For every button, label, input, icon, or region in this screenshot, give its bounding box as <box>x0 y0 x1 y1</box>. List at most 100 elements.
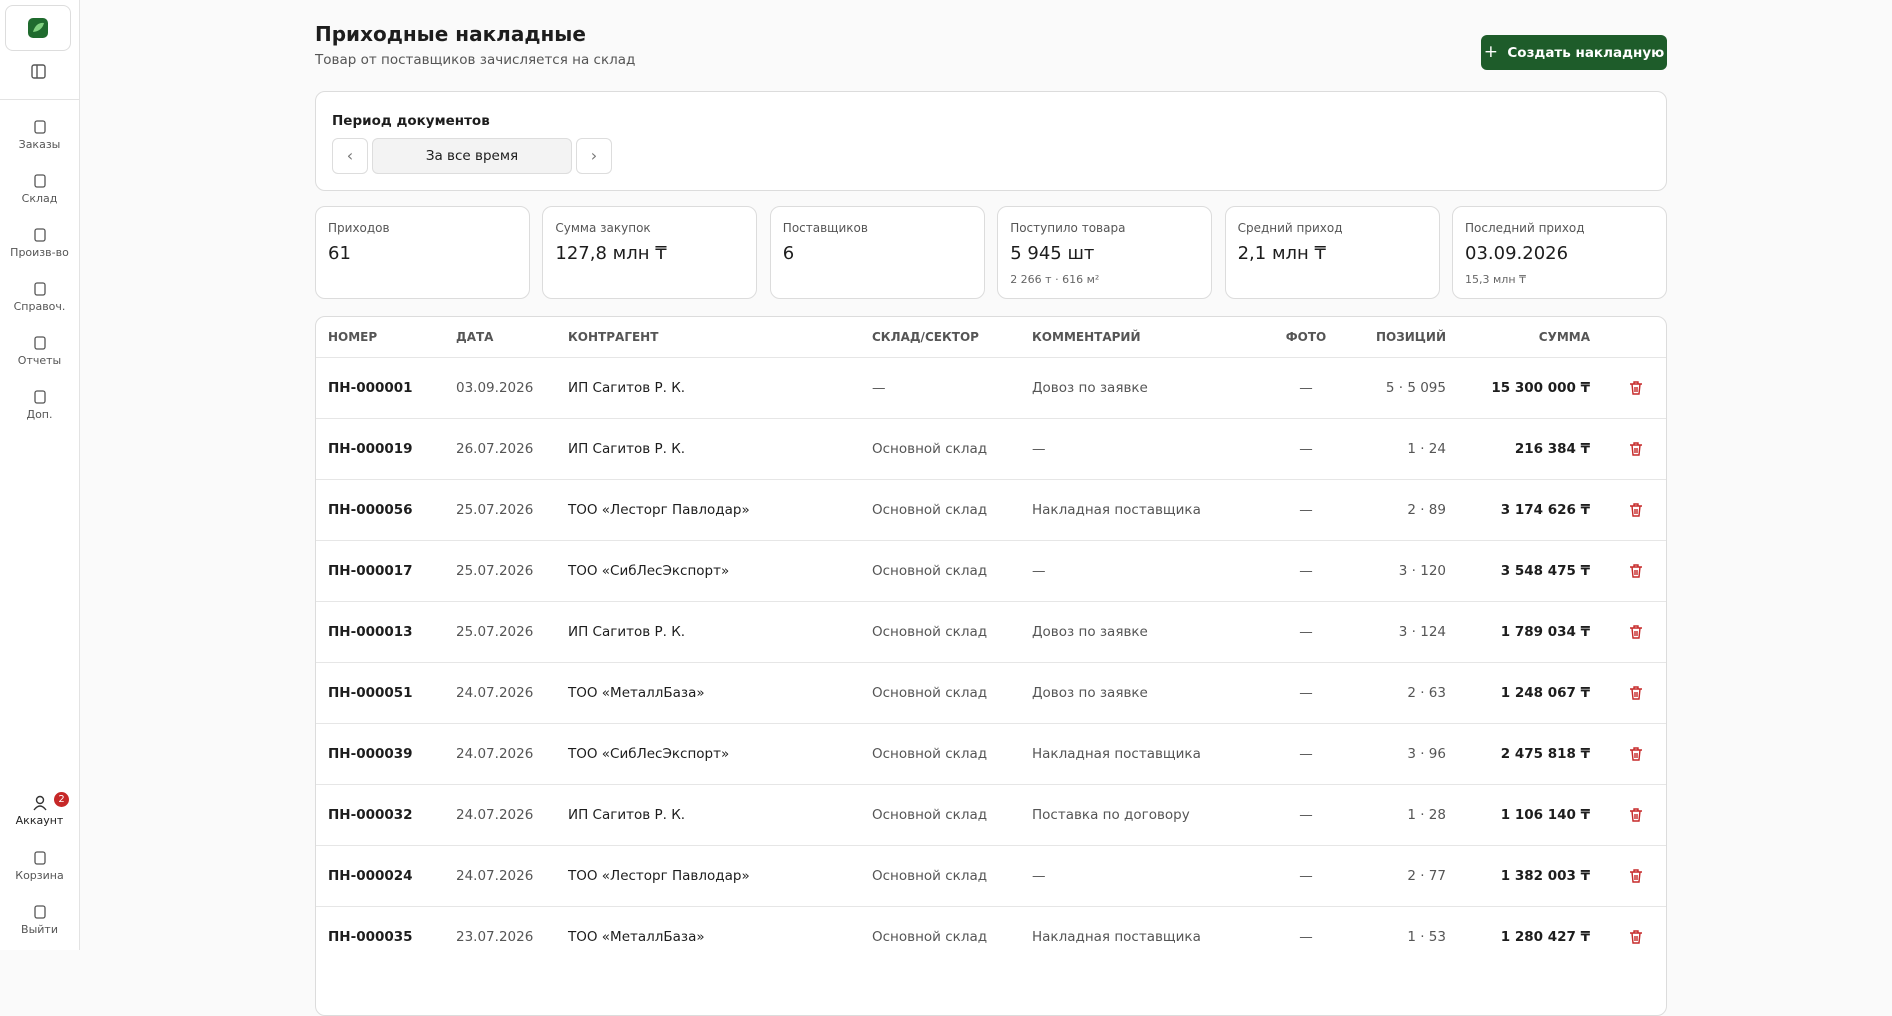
table-cell: Основной склад <box>872 868 988 884</box>
table-cell: Поставка по договору <box>1032 807 1190 823</box>
table-cell: — <box>1299 746 1313 762</box>
stat-card: Приходов 61 <box>315 206 530 299</box>
table-cell: 26.07.2026 <box>456 441 534 457</box>
sidebar: Заказы Склад Произв-во Справоч. Отчеты Доп. А… <box>0 0 80 950</box>
column-header: КОНТРАГЕНТ <box>568 330 659 344</box>
table-cell: 1 · 53 <box>1407 929 1446 945</box>
button-label: Создать накладную <box>1507 45 1665 61</box>
table-row[interactable]: ПН-000032 24.07.2026 ИП Сагитов Р. К. Основ… <box>316 784 1666 846</box>
table-cell: 3 174 626 ₸ <box>1500 502 1590 518</box>
logo[interactable] <box>5 5 71 51</box>
table-cell: Основной склад <box>872 502 988 518</box>
table-cell: ТОО «СибЛесЭкспорт» <box>568 746 730 762</box>
nav-icon <box>33 282 46 296</box>
table-cell: 2 · 89 <box>1407 502 1446 518</box>
delete-button[interactable] <box>1628 563 1644 579</box>
table-row[interactable]: ПН-000001 03.09.2026 ИП Сагитов Р. К. — Дово… <box>316 357 1666 419</box>
table-cell: 1 382 003 ₸ <box>1500 868 1590 884</box>
table-cell: 2 · 77 <box>1407 868 1446 884</box>
table-cell: Довоз по заявке <box>1032 380 1148 396</box>
table-cell: — <box>1299 685 1313 701</box>
create-button[interactable]: + Создать накладную <box>1481 35 1667 70</box>
stat-card: Средний приход 2,1 млн ₸ <box>1224 206 1440 299</box>
table-row[interactable]: ПН-000035 23.07.2026 ТОО «МеталлБаза» Основ… <box>316 906 1666 968</box>
table: НОМЕР ДАТА КОНТРАГЕНТ СКЛАД/СЕКТОР КОММЕНТАР… <box>315 316 1667 1016</box>
table-row[interactable]: ПН-000017 25.07.2026 ТОО «СибЛесЭкспорт» Ос… <box>316 540 1666 602</box>
stat-sub: 2 266 т · 616 м² <box>1010 273 1100 286</box>
next-button[interactable]: › <box>576 138 612 174</box>
table-cell: Основной склад <box>872 685 988 701</box>
nav-item[interactable]: Произв-во <box>0 227 79 259</box>
table-cell: — <box>1299 563 1313 579</box>
table-cell: 24.07.2026 <box>456 685 534 701</box>
nav-item[interactable]: Корзина <box>0 850 79 882</box>
table-row[interactable]: ПН-000019 26.07.2026 ИП Сагитов Р. К. Основ… <box>316 418 1666 480</box>
table-row[interactable]: ПН-000013 25.07.2026 ИП Сагитов Р. К. Основ… <box>316 601 1666 663</box>
nav-item[interactable]: Склад <box>0 173 79 205</box>
column-header: ДАТА <box>456 330 494 344</box>
delete-button[interactable] <box>1628 441 1644 457</box>
table-cell: 24.07.2026 <box>456 868 534 884</box>
period-value[interactable]: За все время <box>372 138 572 174</box>
nav-item[interactable]: Выйти <box>0 904 79 936</box>
nav-icon <box>33 336 46 350</box>
table-cell: — <box>1299 441 1313 457</box>
page-subtitle: Товар от поставщиков зачисляется на скла… <box>315 52 636 68</box>
table-cell: 25.07.2026 <box>456 502 534 518</box>
table-cell: 2 · 63 <box>1407 685 1446 701</box>
prev-button[interactable]: ‹ <box>332 138 368 174</box>
stat-card: Поставщиков 6 <box>769 206 985 299</box>
stat-value: 6 <box>782 243 795 264</box>
stat-card: Поступило товара 5 945 шт 2 266 т · 616 м² <box>997 206 1213 299</box>
table-cell: 1 280 427 ₸ <box>1500 929 1590 945</box>
stat-value: 2,1 млн ₸ <box>1237 243 1326 264</box>
table-cell: Довоз по заявке <box>1032 685 1148 701</box>
table-row[interactable]: ПН-000039 24.07.2026 ТОО «СибЛесЭкспорт» Ос… <box>316 723 1666 785</box>
delete-button[interactable] <box>1628 685 1644 701</box>
table-cell: Накладная поставщика <box>1032 502 1201 518</box>
column-header: СКЛАД/СЕКТОР <box>872 330 979 344</box>
delete-button[interactable] <box>1628 380 1644 396</box>
nav-label: Выйти <box>21 923 58 936</box>
nav-icon <box>33 174 46 188</box>
table-cell: 5 · 5 095 <box>1385 380 1446 396</box>
nav-item[interactable]: Заказы <box>0 119 79 151</box>
nav-label: Произв-во <box>10 246 69 259</box>
delete-button[interactable] <box>1628 807 1644 823</box>
nav-account[interactable]: Аккаунт 2 <box>0 792 79 827</box>
table-cell: ПН-000017 <box>328 563 413 579</box>
table-cell: 3 · 124 <box>1398 624 1446 640</box>
table-header: НОМЕР ДАТА КОНТРАГЕНТ СКЛАД/СЕКТОР КОММЕНТАР… <box>316 317 1666 357</box>
nav-label: Заказы <box>18 138 61 151</box>
badge: 2 <box>54 792 69 807</box>
trash-icon <box>1630 808 1642 822</box>
table-cell: 25.07.2026 <box>456 563 534 579</box>
collapse-icon[interactable] <box>30 64 48 80</box>
table-cell: 23.07.2026 <box>456 929 534 945</box>
nav-icon <box>33 390 46 404</box>
delete-button[interactable] <box>1628 929 1644 945</box>
delete-button[interactable] <box>1628 624 1644 640</box>
trash-icon <box>1630 686 1642 700</box>
delete-button[interactable] <box>1628 746 1644 762</box>
table-cell: ТОО «Лесторг Павлодар» <box>568 502 750 518</box>
table-row[interactable]: ПН-000024 24.07.2026 ТОО «Лесторг Павлодар… <box>316 845 1666 907</box>
period-label: Период документов <box>332 113 490 129</box>
table-cell: ИП Сагитов Р. К. <box>568 441 686 457</box>
table-row[interactable]: ПН-000051 24.07.2026 ТОО «МеталлБаза» Основ… <box>316 662 1666 724</box>
nav-icon <box>33 228 46 242</box>
nav-item[interactable]: Справоч. <box>0 281 79 313</box>
delete-button[interactable] <box>1628 502 1644 518</box>
stat-label: Приходов <box>328 221 390 235</box>
table-cell: Накладная поставщика <box>1032 746 1201 762</box>
delete-button[interactable] <box>1628 868 1644 884</box>
table-cell: — <box>1299 807 1313 823</box>
column-header: КОММЕНТАРИЙ <box>1032 330 1141 344</box>
table-row[interactable]: ПН-000056 25.07.2026 ТОО «Лесторг Павлодар… <box>316 479 1666 541</box>
table-cell: 1 · 24 <box>1407 441 1446 457</box>
nav-item[interactable]: Отчеты <box>0 335 79 367</box>
trash-icon <box>1630 442 1642 456</box>
table-cell: ПН-000013 <box>328 624 413 640</box>
nav-item[interactable]: Доп. <box>0 389 79 421</box>
table-cell: 2 475 818 ₸ <box>1500 746 1590 762</box>
